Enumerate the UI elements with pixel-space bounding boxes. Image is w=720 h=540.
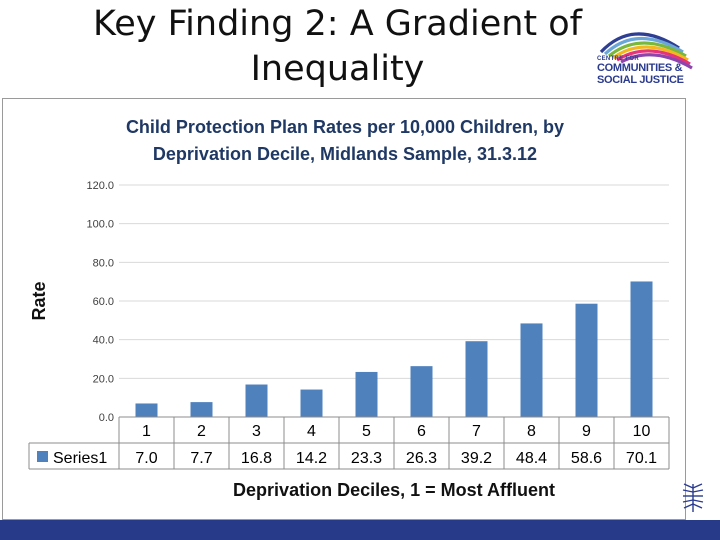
bar <box>355 371 378 417</box>
bar <box>135 403 158 417</box>
data-label: 7.0 <box>135 450 157 467</box>
x-tick-label: 8 <box>527 423 536 440</box>
logo: CENTRE FOR COMMUNITIES & SOCIAL JUSTICE <box>597 56 697 86</box>
y-tick-label: 0.0 <box>99 412 114 424</box>
logo-line-1: COMMUNITIES & <box>597 62 683 74</box>
data-label: 39.2 <box>461 450 492 467</box>
data-label: 26.3 <box>406 450 437 467</box>
bar <box>410 366 433 417</box>
bar-chart: Child Protection Plan Rates per 10,000 C… <box>28 117 670 500</box>
data-label: 7.7 <box>190 450 212 467</box>
slide-title-line-2: Inequality <box>250 49 425 89</box>
y-tick-label: 60.0 <box>93 296 114 308</box>
logo-arcs <box>599 32 693 70</box>
chart-title-line-2: Deprivation Decile, Midlands Sample, 31.… <box>153 144 537 164</box>
data-label: 14.2 <box>296 450 327 467</box>
x-tick-label: 2 <box>197 423 206 440</box>
x-tick-label: 1 <box>142 423 151 440</box>
data-label: 58.6 <box>571 450 602 467</box>
x-tick-label: 7 <box>472 423 481 440</box>
logo-line-2: SOCIAL JUSTICE <box>597 74 684 86</box>
chart-frame: Child Protection Plan Rates per 10,000 C… <box>2 98 686 520</box>
data-label: 70.1 <box>626 450 657 467</box>
legend-swatch <box>37 451 48 462</box>
y-tick-label: 120.0 <box>86 180 114 192</box>
data-label: 16.8 <box>241 450 272 467</box>
x-tick-label: 3 <box>252 423 261 440</box>
y-axis-label: Rate <box>29 281 49 320</box>
chart-title-line-1: Child Protection Plan Rates per 10,000 C… <box>126 117 564 137</box>
x-axis-label: Deprivation Deciles, 1 = Most Affluent <box>233 480 555 500</box>
y-tick-label: 80.0 <box>93 257 114 269</box>
y-tick-label: 20.0 <box>93 373 114 385</box>
bar <box>575 303 598 417</box>
bottom-bar <box>0 520 720 540</box>
slide-title: Key Finding 2: A Gradient of Inequality <box>60 2 615 92</box>
x-tick-label: 9 <box>582 423 591 440</box>
crest-icon <box>682 483 704 512</box>
y-tick-label: 40.0 <box>93 335 114 347</box>
bar <box>190 402 213 417</box>
legend-label: Series1 <box>53 450 107 467</box>
bar <box>300 389 323 417</box>
data-label: 48.4 <box>516 450 547 467</box>
x-tick-label: 10 <box>633 423 651 440</box>
logo-small-text: CENTRE FOR <box>597 56 639 62</box>
data-label: 23.3 <box>351 450 382 467</box>
bar <box>630 281 653 417</box>
bar <box>245 384 268 417</box>
x-tick-label: 4 <box>307 423 316 440</box>
bar <box>520 323 543 417</box>
x-tick-label: 6 <box>417 423 426 440</box>
y-tick-label: 100.0 <box>86 219 114 231</box>
bar <box>465 341 488 417</box>
x-tick-label: 5 <box>362 423 371 440</box>
slide-title-line-1: Key Finding 2: A Gradient of <box>93 4 582 44</box>
